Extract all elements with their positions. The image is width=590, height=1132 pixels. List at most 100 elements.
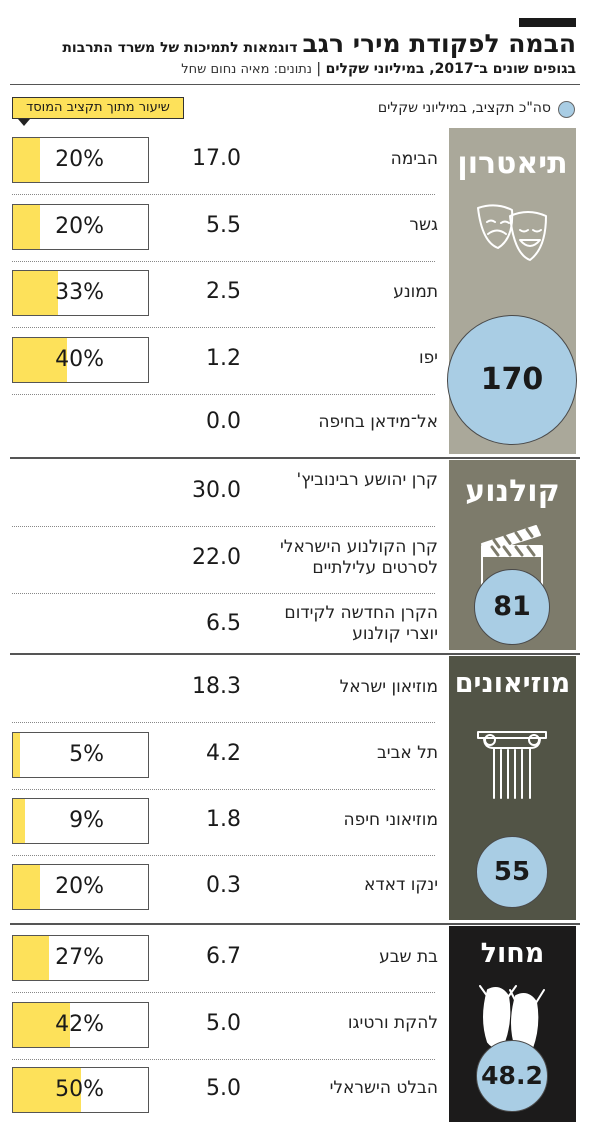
budget-share-fill [13, 936, 50, 980]
budget-share-bar: 42% [12, 1001, 149, 1048]
category-panel: קולנוע 81 [449, 460, 576, 650]
budget-value: 2.5 [206, 279, 241, 304]
budget-share-fill [13, 799, 26, 843]
institution-label: אל־מידאן בחיפה [318, 411, 438, 432]
total-budget-bubble: 170 [447, 315, 577, 445]
legend-pointer-icon [18, 119, 30, 126]
budget-value: 6.5 [206, 610, 241, 636]
institution-label: קרן יהושע רבינוביץ' [296, 470, 438, 490]
budget-value: 1.2 [206, 345, 241, 371]
institution-label: הבלט הישראלי [329, 1078, 438, 1098]
budget-share-fill [13, 732, 20, 777]
budget-share-label: 33% [55, 280, 104, 305]
budget-value: 0.3 [206, 872, 241, 898]
budget-value: 18.3 [192, 674, 241, 699]
institution-label: להקת ורטיגו [347, 1013, 438, 1033]
budget-value: 6.7 [206, 944, 241, 969]
subtitle-bold: בגופים שונים ב־2017, במיליוני שקלים [325, 61, 576, 77]
budget-value: 22.0 [192, 544, 241, 570]
category-title: מחול [480, 938, 545, 969]
budget-share-bar: 20% [12, 137, 149, 183]
budget-share-fill [13, 204, 40, 249]
budget-share-bar: 20% [12, 203, 149, 250]
budget-share-fill [13, 864, 40, 909]
category-icon-wrap [470, 722, 554, 804]
institution-label: מוזיאוני חיפה [343, 809, 438, 830]
total-budget-bubble: 48.2 [476, 1040, 548, 1112]
budget-share-bar: 20% [12, 863, 149, 910]
page-subtitle: בגופים שונים ב־2017, במיליוני שקלים | נת… [181, 61, 576, 77]
row-divider [12, 593, 435, 594]
column-icon [477, 731, 547, 799]
institution-label: תל אביב [376, 743, 438, 763]
budget-share-label: 9% [69, 808, 104, 833]
group-divider [10, 923, 580, 925]
budget-value: 5.0 [206, 1075, 241, 1101]
row-divider [12, 327, 435, 328]
institution-label: הקרן החדשה לקידום יוצרי קולנוע [284, 602, 438, 644]
category-title: תיאטרון [457, 146, 568, 181]
row-divider [12, 992, 435, 993]
budget-share-fill [13, 337, 67, 382]
budget-share-label: 40% [55, 346, 104, 372]
title-sub: דוגמאות לתמיכות של משרד התרבות [62, 40, 298, 56]
row-divider [12, 526, 435, 527]
category-title: מוזיאונים [454, 668, 571, 699]
legend-bubble-swatch [558, 101, 575, 118]
institution-label: בת שבע [379, 946, 438, 967]
budget-share-label: 50% [55, 1076, 104, 1102]
legend-total-label: סה"כ תקציב, במיליוני שקלים [377, 100, 551, 116]
budget-value: 1.8 [206, 807, 241, 832]
header-divider [10, 84, 580, 85]
budget-share-label: 42% [55, 1011, 104, 1037]
institution-label: קרן הקולנוע הישראלי לסרטים עלילתיים [279, 536, 438, 578]
row-divider [12, 194, 435, 195]
budget-share-bar: 9% [12, 798, 149, 844]
row-divider [12, 394, 435, 395]
budget-share-fill [13, 271, 58, 315]
total-budget-bubble: 81 [474, 569, 550, 645]
budget-share-fill [13, 1067, 81, 1112]
header-accent-bar [519, 18, 576, 27]
row-divider [12, 261, 435, 262]
category-panel: מוזיאונים 55 [449, 656, 576, 920]
row-divider [12, 722, 435, 723]
budget-share-label: 5% [69, 741, 104, 767]
category-panel: מחול 48.2 [449, 926, 576, 1122]
subtitle-source: נתונים: מאיה נחום שחל [181, 62, 312, 77]
budget-value: 5.5 [206, 212, 241, 238]
institution-label: גשר [409, 215, 438, 235]
budget-share-label: 20% [55, 873, 104, 899]
budget-share-bar: 50% [12, 1066, 149, 1113]
institution-label: מוזיאון ישראל [339, 676, 438, 697]
category-icon-wrap [470, 198, 554, 280]
title-main: הבמה לפקודת מירי רגב [302, 29, 576, 58]
category-title: קולנוע [465, 474, 560, 509]
institution-label: ינקו דאדא [364, 875, 438, 895]
legend-pct-label: שיעור מתוך תקציב המוסד [12, 97, 184, 119]
group-divider [10, 653, 580, 655]
theater-masks-icon [477, 204, 547, 261]
row-divider [12, 789, 435, 790]
budget-share-label: 27% [55, 945, 104, 970]
budget-share-label: 20% [55, 147, 104, 172]
institution-label: תמונע [393, 281, 438, 302]
budget-value: 17.0 [192, 146, 241, 171]
budget-share-fill [13, 138, 40, 182]
budget-share-bar: 40% [12, 336, 149, 383]
row-divider [12, 855, 435, 856]
budget-share-bar: 5% [12, 731, 149, 778]
group-divider [10, 457, 580, 459]
category-panel: תיאטרון 170 [447, 128, 577, 454]
budget-value: 4.2 [206, 740, 241, 766]
budget-share-label: 20% [55, 213, 104, 239]
budget-value: 0.0 [206, 409, 241, 434]
institution-label: יפו [418, 348, 438, 368]
budget-share-bar: 33% [12, 270, 149, 316]
total-budget-bubble: 55 [476, 836, 548, 908]
budget-share-bar: 27% [12, 935, 149, 981]
institution-label: הבימה [390, 148, 438, 169]
budget-value: 5.0 [206, 1010, 241, 1036]
budget-value: 30.0 [192, 478, 241, 503]
row-divider [12, 1059, 435, 1060]
